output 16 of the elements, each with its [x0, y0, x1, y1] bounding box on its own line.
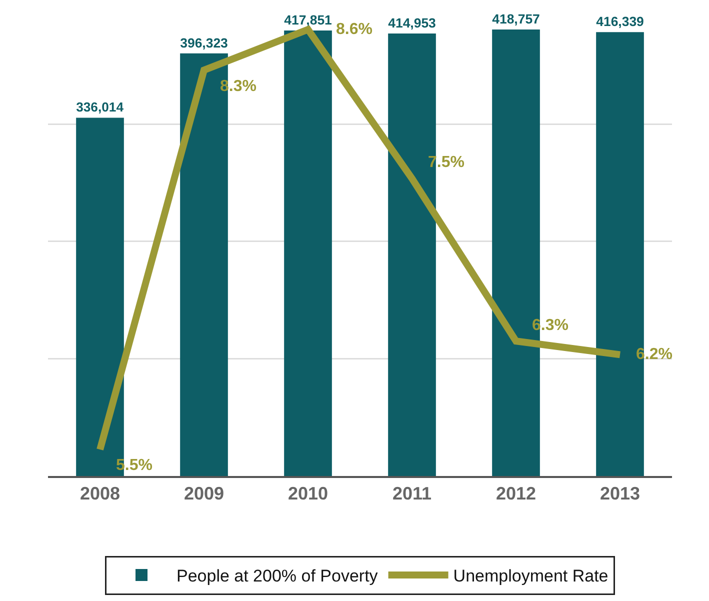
data-label: 416,339 — [596, 14, 644, 29]
data-label: 8.6% — [336, 21, 372, 38]
x-tick-label: 2009 — [184, 484, 224, 504]
x-tick-label: 2008 — [80, 484, 120, 504]
data-label: 418,757 — [492, 11, 540, 26]
x-tick-label: 2013 — [600, 484, 640, 504]
data-label: 336,014 — [76, 100, 124, 115]
legend-label: People at 200% of Poverty — [176, 566, 378, 586]
data-label: 417,851 — [284, 12, 332, 28]
x-tick-label: 2012 — [496, 484, 536, 504]
x-tick-label: 2010 — [288, 484, 328, 504]
x-tick-label: 2011 — [392, 484, 432, 504]
data-label: 396,323 — [180, 35, 228, 50]
data-label: 414,953 — [388, 15, 436, 30]
legend-label: Unemployment Rate — [453, 566, 608, 586]
bar — [284, 30, 332, 476]
